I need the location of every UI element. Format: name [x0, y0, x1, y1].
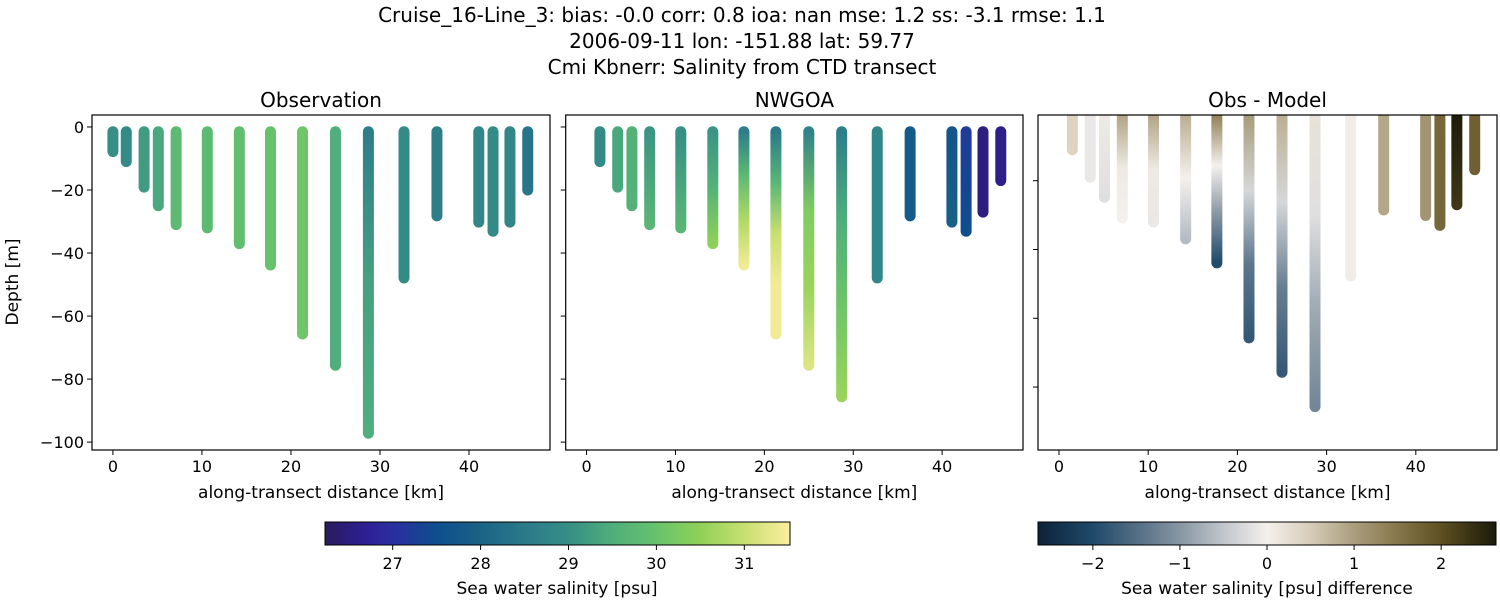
data-columns [107, 126, 534, 439]
figure-title-line-1: Cruise_16-Line_3: bias: -0.0 corr: 0.8 i… [378, 3, 1106, 27]
x-tick-label: 30 [843, 457, 863, 476]
colorbar-tick-label: 28 [470, 554, 490, 573]
x-tick-label: 40 [459, 457, 479, 476]
y-tick-label: −80 [50, 370, 84, 389]
difference-colorbar-label: Sea water salinity [psu] difference [1121, 579, 1413, 599]
colorbar-tick-label: 0 [1262, 554, 1272, 573]
x-tick-label: 0 [1054, 457, 1064, 476]
x-axis-label: along-transect distance [km] [198, 483, 444, 503]
x-tick-label: 10 [192, 457, 212, 476]
axes-frame [1037, 114, 1498, 451]
axes-frame [91, 114, 551, 451]
x-axis-label: along-transect distance [km] [1145, 483, 1391, 503]
colorbar-tick-label: 1 [1349, 554, 1359, 573]
panel-title: Observation [260, 88, 382, 112]
panel-title: NWGOA [755, 88, 835, 112]
y-tick-label: 0 [74, 118, 84, 137]
x-tick-label: 20 [1227, 457, 1247, 476]
colorbar-tick-label: −2 [1081, 554, 1105, 573]
panel-obs-model: Obs - Model 0 10 20 30 40 along-transect dista… [1033, 88, 1498, 503]
colorbar-tick-label: 27 [383, 554, 403, 573]
y-tick-label: −60 [50, 307, 84, 326]
colorbar-tick-label: 29 [558, 554, 578, 573]
x-tick-label: 40 [932, 457, 952, 476]
colorbar-tick-label: −1 [1168, 554, 1192, 573]
colorbar-tick-label: 31 [734, 554, 754, 573]
y-tick-label: −40 [50, 244, 84, 263]
y-tick-label: −100 [40, 433, 84, 452]
figure-title-line-3: Cmi Kbnerr: Salinity from CTD transect [548, 55, 937, 79]
data-columns [1066, 115, 1481, 413]
x-tick-label: 20 [754, 457, 774, 476]
x-tick-label: 10 [1138, 457, 1158, 476]
colorbar-gradient [324, 521, 791, 546]
panel-observation: Observation 0 10 20 30 40 0 −20 −40 −60 −80 −100 alo… [40, 88, 551, 503]
x-tick-label: 30 [370, 457, 390, 476]
data-columns [594, 126, 1007, 403]
y-axis-label: Depth [m] [3, 238, 23, 325]
x-tick-label: 40 [1406, 457, 1426, 476]
colorbar-tick-label: 2 [1436, 554, 1446, 573]
axes-frame [565, 114, 1024, 451]
difference-colorbar: −2 −1 0 1 2 [1037, 521, 1497, 573]
panel-nwgoa: NWGOA 0 10 20 30 40 along-transect distance [k… [560, 88, 1024, 503]
colorbar-gradient [1037, 521, 1497, 546]
x-tick-label: 10 [665, 457, 685, 476]
x-tick-label: 20 [281, 457, 301, 476]
colorbar-tick-label: 30 [646, 554, 666, 573]
y-tick-label: −20 [50, 181, 84, 200]
x-tick-label: 30 [1316, 457, 1336, 476]
salinity-colorbar-label: Sea water salinity [psu] [457, 579, 658, 599]
figure-title-line-2: 2006-09-11 lon: -151.88 lat: 59.77 [569, 29, 915, 53]
x-tick-label: 0 [108, 457, 118, 476]
x-axis-label: along-transect distance [km] [671, 483, 917, 503]
salinity-colorbar: 27 28 29 30 31 [324, 521, 791, 573]
x-tick-label: 0 [581, 457, 591, 476]
panel-title: Obs - Model [1208, 88, 1327, 112]
